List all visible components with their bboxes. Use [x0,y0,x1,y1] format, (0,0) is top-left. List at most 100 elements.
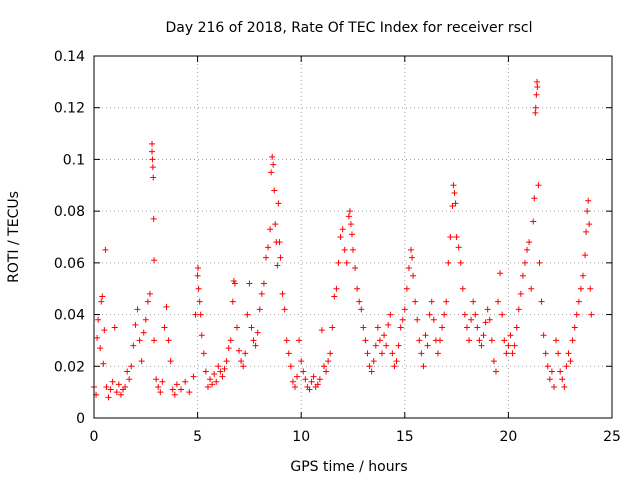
data-point [441,311,448,318]
data-point [343,259,350,266]
data-point [144,298,151,305]
x-tick-label: 5 [193,429,202,445]
data-point [582,252,589,259]
data-point [385,321,392,328]
data-point [195,285,202,292]
data-point [173,381,180,388]
x-axis-label: GPS time / hours [290,459,407,475]
data-point [107,386,114,393]
data-point [482,319,489,326]
data-point [567,358,574,365]
data-point [102,246,109,253]
data-point [519,272,526,279]
data-point [513,324,520,331]
data-point [335,259,342,266]
data-point [511,342,518,349]
data-point [449,202,456,209]
data-point [559,376,566,383]
data-point [584,208,591,215]
data-point [325,358,332,365]
data-point [223,358,230,365]
plot-frame [93,55,613,419]
data-point [395,342,402,349]
data-point [167,358,174,365]
data-point [150,174,157,181]
data-point [583,228,590,235]
data-point [341,246,348,253]
data-point [331,293,338,300]
data-point [256,306,263,313]
y-tick-label: 0.14 [54,49,85,65]
data-point [348,231,355,238]
data-point [420,363,427,370]
data-point [470,298,477,305]
data-point [204,383,211,390]
data-point [426,311,433,318]
data-point [271,187,278,194]
data-point [296,337,303,344]
data-point [308,378,315,385]
data-point [306,386,313,393]
data-point [492,368,499,375]
data-point [586,221,593,228]
data-point [430,316,437,323]
data-point [526,239,533,246]
data-point [542,350,549,357]
data-point [238,358,245,365]
data-point [478,342,485,349]
data-point [134,306,141,313]
data-point [302,376,309,383]
x-tick-label: 20 [499,429,517,445]
data-point [535,182,542,189]
data-point [534,84,541,91]
data-point [532,104,539,111]
data-point [571,324,578,331]
data-point [476,337,483,344]
data-point [132,321,139,328]
data-point [124,368,131,375]
data-point [389,350,396,357]
data-point [111,324,118,331]
data-point [418,350,425,357]
data-point [244,311,251,318]
data-point [221,365,228,372]
data-point [445,259,452,266]
data-point [410,272,417,279]
data-point [298,358,305,365]
data-point [217,368,224,375]
data-point [533,91,540,98]
data-point [265,244,272,251]
data-point [437,337,444,344]
data-point [258,290,265,297]
data-point [159,378,166,385]
data-point [345,213,352,220]
data-point [414,316,421,323]
data-point [484,306,491,313]
data-point [383,342,390,349]
data-point [230,277,237,284]
data-point [115,381,122,388]
data-point [374,324,381,331]
data-point [122,383,129,390]
data-point [138,358,145,365]
data-point [149,148,156,155]
data-point [533,78,540,85]
data-point [260,280,267,287]
data-point [198,332,205,339]
data-point [524,246,531,253]
data-point [250,337,257,344]
data-point [497,270,504,277]
data-point [490,358,497,365]
data-point [287,363,294,370]
y-tick-label: 0 [76,411,85,427]
data-point [474,324,481,331]
data-point [393,358,400,365]
data-point [130,342,137,349]
data-point [443,298,450,305]
data-point [347,221,354,228]
data-point [294,373,301,380]
data-point [196,298,203,305]
data-point [157,389,164,396]
data-point [466,337,473,344]
